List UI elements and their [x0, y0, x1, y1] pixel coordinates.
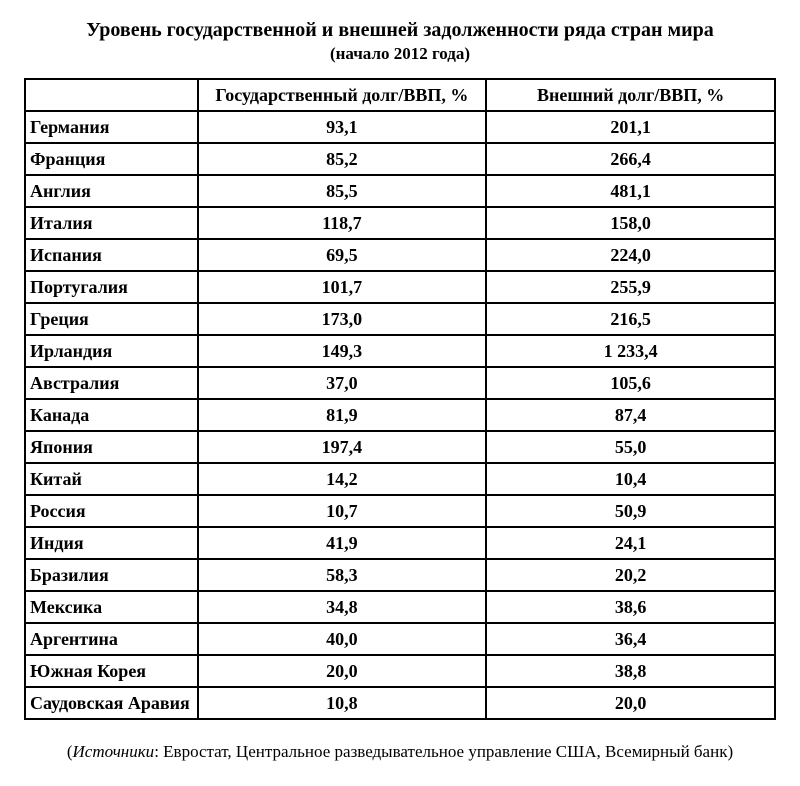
- table-row: Португалия101,7255,9: [25, 271, 775, 303]
- table-row: Аргентина40,036,4: [25, 623, 775, 655]
- page: Уровень государственной и внешней задолж…: [0, 0, 800, 786]
- cell-ext-debt: 224,0: [486, 239, 775, 271]
- cell-ext-debt: 158,0: [486, 207, 775, 239]
- cell-ext-debt: 20,2: [486, 559, 775, 591]
- cell-country: Греция: [25, 303, 198, 335]
- table-row: Австралия37,0105,6: [25, 367, 775, 399]
- cell-country: Саудовская Аравия: [25, 687, 198, 719]
- cell-gov-debt: 37,0: [198, 367, 487, 399]
- sources-label: Источники: [73, 742, 155, 761]
- cell-ext-debt: 38,6: [486, 591, 775, 623]
- cell-ext-debt: 38,8: [486, 655, 775, 687]
- cell-gov-debt: 69,5: [198, 239, 487, 271]
- cell-country: Бразилия: [25, 559, 198, 591]
- col-header-gov-debt: Государственный долг/ВВП, %: [198, 79, 487, 111]
- cell-ext-debt: 20,0: [486, 687, 775, 719]
- cell-gov-debt: 20,0: [198, 655, 487, 687]
- page-subtitle: (начало 2012 года): [24, 44, 776, 64]
- cell-country: Россия: [25, 495, 198, 527]
- cell-gov-debt: 149,3: [198, 335, 487, 367]
- table-row: Италия118,7158,0: [25, 207, 775, 239]
- cell-gov-debt: 58,3: [198, 559, 487, 591]
- cell-country: Англия: [25, 175, 198, 207]
- table-row: Ирландия149,31 233,4: [25, 335, 775, 367]
- cell-ext-debt: 481,1: [486, 175, 775, 207]
- debt-table: Государственный долг/ВВП, % Внешний долг…: [24, 78, 776, 720]
- cell-gov-debt: 85,2: [198, 143, 487, 175]
- cell-country: Италия: [25, 207, 198, 239]
- cell-ext-debt: 1 233,4: [486, 335, 775, 367]
- cell-country: Китай: [25, 463, 198, 495]
- table-row: Греция173,0216,5: [25, 303, 775, 335]
- cell-country: Япония: [25, 431, 198, 463]
- cell-country: Мексика: [25, 591, 198, 623]
- cell-country: Германия: [25, 111, 198, 143]
- cell-gov-debt: 34,8: [198, 591, 487, 623]
- cell-gov-debt: 40,0: [198, 623, 487, 655]
- cell-country: Франция: [25, 143, 198, 175]
- table-row: Бразилия58,320,2: [25, 559, 775, 591]
- page-title: Уровень государственной и внешней задолж…: [24, 18, 776, 42]
- table-header-row: Государственный долг/ВВП, % Внешний долг…: [25, 79, 775, 111]
- table-row: Испания69,5224,0: [25, 239, 775, 271]
- cell-ext-debt: 87,4: [486, 399, 775, 431]
- cell-gov-debt: 10,8: [198, 687, 487, 719]
- cell-gov-debt: 41,9: [198, 527, 487, 559]
- cell-gov-debt: 197,4: [198, 431, 487, 463]
- table-row: Южная Корея20,038,8: [25, 655, 775, 687]
- cell-ext-debt: 266,4: [486, 143, 775, 175]
- cell-country: Аргентина: [25, 623, 198, 655]
- cell-gov-debt: 93,1: [198, 111, 487, 143]
- cell-gov-debt: 10,7: [198, 495, 487, 527]
- col-header-ext-debt: Внешний долг/ВВП, %: [486, 79, 775, 111]
- table-row: Россия10,750,9: [25, 495, 775, 527]
- table-row: Германия93,1201,1: [25, 111, 775, 143]
- cell-ext-debt: 36,4: [486, 623, 775, 655]
- cell-gov-debt: 118,7: [198, 207, 487, 239]
- cell-country: Индия: [25, 527, 198, 559]
- cell-ext-debt: 255,9: [486, 271, 775, 303]
- cell-country: Португалия: [25, 271, 198, 303]
- col-header-country: [25, 79, 198, 111]
- table-row: Индия41,924,1: [25, 527, 775, 559]
- cell-ext-debt: 216,5: [486, 303, 775, 335]
- cell-country: Южная Корея: [25, 655, 198, 687]
- table-row: Япония197,455,0: [25, 431, 775, 463]
- cell-ext-debt: 24,1: [486, 527, 775, 559]
- cell-country: Канада: [25, 399, 198, 431]
- table-row: Франция85,2266,4: [25, 143, 775, 175]
- cell-ext-debt: 55,0: [486, 431, 775, 463]
- cell-country: Испания: [25, 239, 198, 271]
- table-row: Канада81,987,4: [25, 399, 775, 431]
- cell-ext-debt: 201,1: [486, 111, 775, 143]
- cell-ext-debt: 105,6: [486, 367, 775, 399]
- table-row: Саудовская Аравия10,820,0: [25, 687, 775, 719]
- cell-gov-debt: 85,5: [198, 175, 487, 207]
- cell-gov-debt: 14,2: [198, 463, 487, 495]
- cell-gov-debt: 81,9: [198, 399, 487, 431]
- sources-text: : Евростат, Центральное разведывательное…: [154, 742, 733, 761]
- table-row: Китай14,210,4: [25, 463, 775, 495]
- sources-line: (Источники: Евростат, Центральное развед…: [24, 742, 776, 762]
- table-row: Мексика34,838,6: [25, 591, 775, 623]
- cell-gov-debt: 173,0: [198, 303, 487, 335]
- table-body: Германия93,1201,1Франция85,2266,4Англия8…: [25, 111, 775, 719]
- cell-country: Ирландия: [25, 335, 198, 367]
- cell-ext-debt: 50,9: [486, 495, 775, 527]
- cell-gov-debt: 101,7: [198, 271, 487, 303]
- cell-ext-debt: 10,4: [486, 463, 775, 495]
- table-row: Англия85,5481,1: [25, 175, 775, 207]
- cell-country: Австралия: [25, 367, 198, 399]
